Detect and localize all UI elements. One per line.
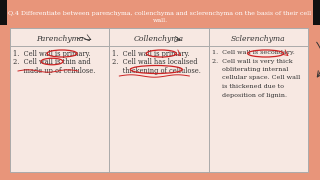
Text: Sclerenchyma: Sclerenchyma (231, 35, 286, 43)
Text: wall.: wall. (152, 17, 168, 22)
Text: Parenchyma: Parenchyma (36, 35, 83, 43)
Text: is thickened due to: is thickened due to (212, 84, 284, 89)
Text: 1.  Cell wall is secondary.: 1. Cell wall is secondary. (212, 50, 294, 55)
FancyBboxPatch shape (0, 0, 7, 25)
Text: cellular space. Cell wall: cellular space. Cell wall (212, 75, 300, 80)
Text: Q.4 Differentiate between parenchyma, collenchyma and sclerenchyma on the basis : Q.4 Differentiate between parenchyma, co… (8, 10, 312, 15)
Text: obliterating internal: obliterating internal (212, 67, 288, 72)
Text: 2.  Cell wall has localised: 2. Cell wall has localised (112, 58, 198, 66)
Text: deposition of lignin.: deposition of lignin. (212, 93, 287, 98)
Text: 1.  Cell wall is primary.: 1. Cell wall is primary. (112, 50, 190, 58)
Text: 2.  Cell wall is thin and: 2. Cell wall is thin and (13, 58, 91, 66)
Text: 1.  Cell wall is primary.: 1. Cell wall is primary. (13, 50, 91, 58)
Text: Collenchyma: Collenchyma (134, 35, 184, 43)
Text: made up of cellulose.: made up of cellulose. (13, 67, 95, 75)
FancyBboxPatch shape (10, 28, 308, 172)
Text: 2.  Cell wall is very thick: 2. Cell wall is very thick (212, 58, 292, 64)
FancyBboxPatch shape (0, 0, 320, 25)
Text: thickening of cellulose.: thickening of cellulose. (112, 67, 201, 75)
FancyBboxPatch shape (313, 0, 320, 25)
